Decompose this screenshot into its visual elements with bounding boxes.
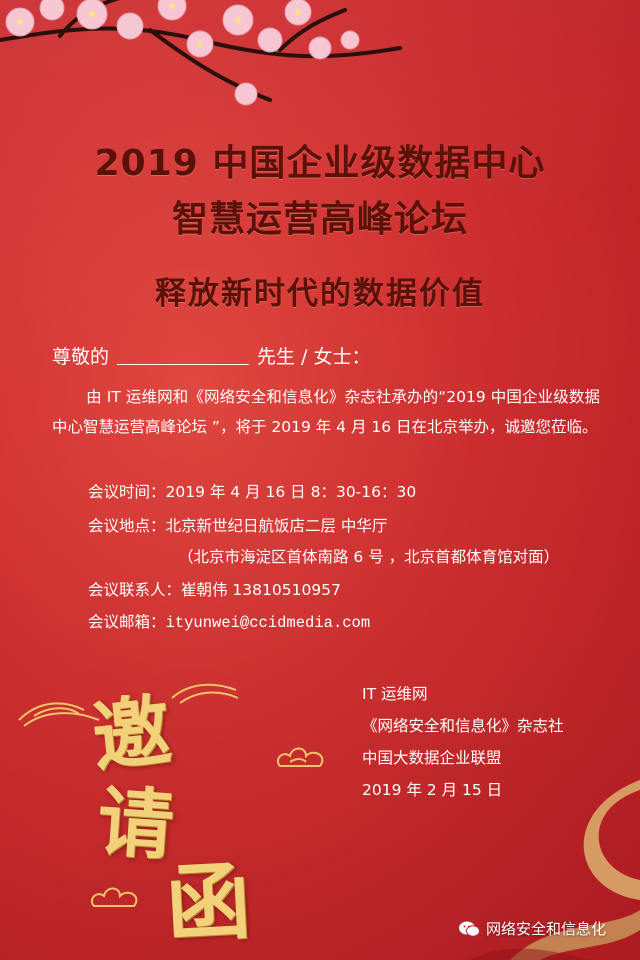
plum-blossom-branch-decoration xyxy=(0,0,402,106)
wechat-icon xyxy=(459,921,480,937)
salutation: 尊敬的 先生 / 女士： xyxy=(52,342,371,369)
meeting-time: 会议时间：2019 年 4 月 16 日 8：30-16：30 xyxy=(88,483,417,501)
gold-swirl-left-decoration xyxy=(18,702,100,727)
calligraphy-char-3: 函 xyxy=(163,850,253,955)
title-line-1: 2019 中国企业级数据中心 xyxy=(94,143,546,184)
email-label: 会议邮箱： xyxy=(88,613,166,631)
signature-org-3: 中国大数据企业联盟 xyxy=(362,749,502,767)
meeting-email: 会议邮箱：ityunwei@ccidmedia.com xyxy=(88,610,370,632)
title-line-2: 智慧运营高峰论坛 xyxy=(171,199,468,240)
subtitle: 释放新时代的数据价值 xyxy=(155,276,485,312)
salutation-prefix: 尊敬的 xyxy=(52,346,110,368)
signature-org-1: IT 运维网 xyxy=(362,685,428,703)
wechat-watermark: 网络安全和信息化 xyxy=(458,918,606,939)
gold-swirl-right-decoration xyxy=(171,683,239,704)
gold-ribbon-decoration xyxy=(470,780,640,960)
meeting-contact: 会议联系人：崔朝伟 13810510957 xyxy=(88,581,341,599)
watermark-text: 网络安全和信息化 xyxy=(486,920,607,938)
invitation-body: 由 IT 运维网和《网络安全和信息化》杂志社承办的“2019 中国企业级数据中心… xyxy=(52,388,600,436)
salutation-suffix: 先生 / 女士： xyxy=(257,346,371,368)
meeting-address: （北京市海淀区首体南路 6 号 ，北京首都体育馆对面） xyxy=(178,548,560,566)
signature-org-2: 《网络安全和信息化》杂志社 xyxy=(362,717,564,735)
email-address: ityunwei@ccidmedia.com xyxy=(165,614,371,632)
signature-date: 2019 年 2 月 15 日 xyxy=(362,781,503,799)
name-blank-line xyxy=(117,347,250,365)
auspicious-cloud-icon-small xyxy=(90,887,138,907)
meeting-venue: 会议地点：北京新世纪日航饭店二层 中华厅 xyxy=(88,517,388,535)
auspicious-cloud-icon xyxy=(276,747,324,767)
